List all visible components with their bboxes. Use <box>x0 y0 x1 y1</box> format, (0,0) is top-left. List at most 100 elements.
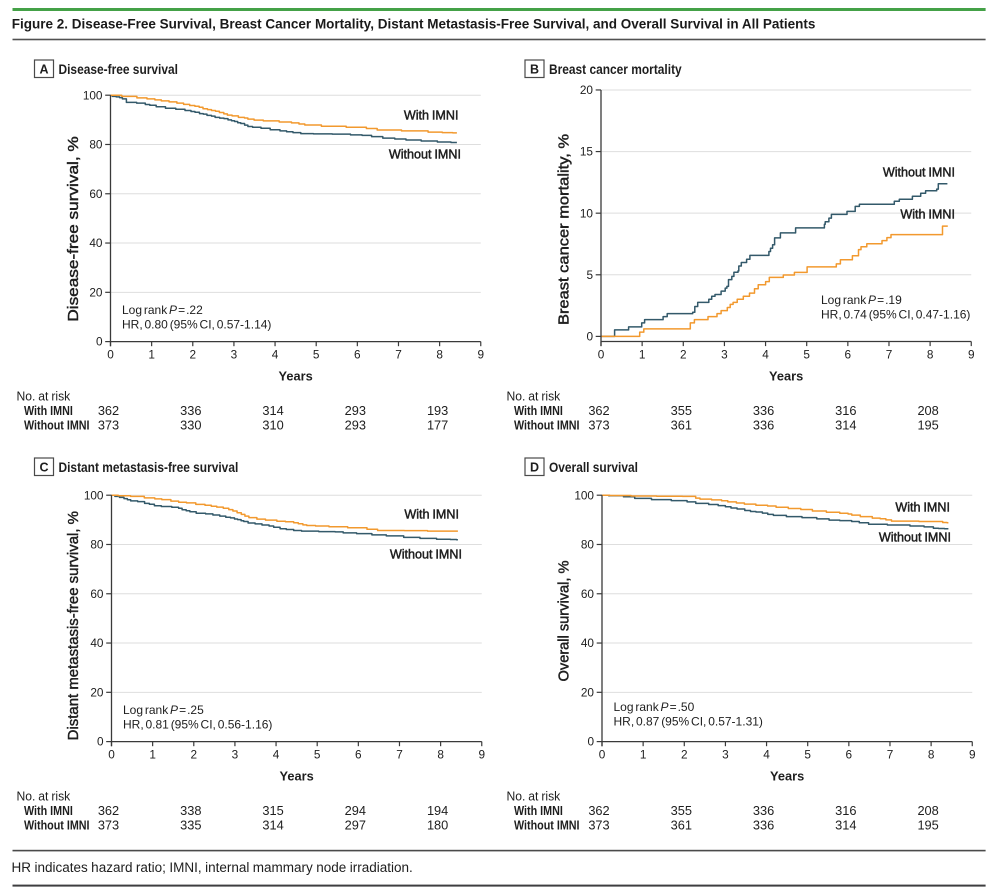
svg-text:100: 100 <box>574 488 594 502</box>
svg-text:80: 80 <box>581 538 595 552</box>
svg-text:314: 314 <box>262 403 283 418</box>
svg-text:With IMNI: With IMNI <box>514 403 563 418</box>
svg-text:0: 0 <box>586 330 593 344</box>
svg-text:80: 80 <box>89 138 103 152</box>
svg-text:0: 0 <box>107 348 114 362</box>
svg-text:336: 336 <box>753 403 774 418</box>
svg-text:10: 10 <box>580 206 594 220</box>
svg-text:No. at risk: No. at risk <box>17 389 71 403</box>
svg-text:5: 5 <box>314 748 321 762</box>
svg-text:Without IMNI: Without IMNI <box>24 817 90 832</box>
svg-text:Years: Years <box>769 369 803 384</box>
svg-text:4: 4 <box>763 748 770 762</box>
svg-text:Overall survival, %: Overall survival, % <box>556 561 572 682</box>
svg-text:40: 40 <box>581 636 595 650</box>
svg-text:3: 3 <box>722 748 729 762</box>
svg-text:4: 4 <box>762 348 769 362</box>
svg-text:177: 177 <box>427 417 448 432</box>
svg-text:Log rank P = .50: Log rank P = .50 <box>614 700 695 714</box>
svg-text:314: 314 <box>835 817 856 832</box>
svg-text:362: 362 <box>588 803 609 818</box>
svg-text:Without IMNI: Without IMNI <box>24 417 90 432</box>
svg-text:373: 373 <box>588 817 609 832</box>
svg-text:Log rank P = .22: Log rank P = .22 <box>122 303 203 317</box>
svg-text:335: 335 <box>180 817 201 832</box>
svg-text:1: 1 <box>640 748 647 762</box>
svg-text:362: 362 <box>98 403 119 418</box>
svg-text:Without IMNI: Without IMNI <box>879 531 951 545</box>
svg-text:314: 314 <box>262 817 283 832</box>
svg-text:60: 60 <box>89 187 103 201</box>
svg-text:316: 316 <box>835 403 856 418</box>
svg-text:297: 297 <box>345 817 366 832</box>
svg-text:361: 361 <box>671 817 692 832</box>
svg-text:With IMNI: With IMNI <box>514 803 563 818</box>
svg-text:9: 9 <box>477 348 484 362</box>
svg-text:7: 7 <box>396 748 403 762</box>
svg-text:373: 373 <box>588 417 609 432</box>
svg-text:HR, 0.87 (95% CI, 0.57-1.31): HR, 0.87 (95% CI, 0.57-1.31) <box>614 714 763 728</box>
svg-text:Log rank P = .19: Log rank P = .19 <box>821 293 902 307</box>
svg-text:A: A <box>39 62 48 76</box>
svg-text:355: 355 <box>671 803 692 818</box>
svg-text:60: 60 <box>90 587 104 601</box>
svg-text:316: 316 <box>835 803 856 818</box>
svg-text:Disease-free survival, %: Disease-free survival, % <box>65 136 82 321</box>
svg-text:0: 0 <box>108 748 115 762</box>
svg-text:Breast cancer mortality: Breast cancer mortality <box>549 61 683 77</box>
svg-text:4: 4 <box>272 348 279 362</box>
svg-text:2: 2 <box>680 348 687 362</box>
svg-text:330: 330 <box>180 417 201 432</box>
svg-text:180: 180 <box>427 817 448 832</box>
svg-text:5: 5 <box>803 348 810 362</box>
svg-text:1: 1 <box>639 348 646 362</box>
svg-text:20: 20 <box>581 685 595 699</box>
svg-text:193: 193 <box>427 403 448 418</box>
svg-text:No. at risk: No. at risk <box>17 789 71 803</box>
svg-text:40: 40 <box>89 236 103 250</box>
svg-text:Without IMNI: Without IMNI <box>390 548 462 562</box>
svg-text:Disease-free survival: Disease-free survival <box>59 61 178 77</box>
svg-text:8: 8 <box>927 348 934 362</box>
svg-text:40: 40 <box>90 636 104 650</box>
svg-text:Years: Years <box>280 769 314 784</box>
svg-text:293: 293 <box>345 403 366 418</box>
svg-text:362: 362 <box>588 403 609 418</box>
svg-text:336: 336 <box>753 417 774 432</box>
svg-text:Without IMNI: Without IMNI <box>514 817 580 832</box>
svg-text:With IMNI: With IMNI <box>404 508 459 522</box>
svg-text:355: 355 <box>671 403 692 418</box>
svg-text:8: 8 <box>436 348 443 362</box>
svg-text:362: 362 <box>98 803 119 818</box>
svg-text:6: 6 <box>846 748 853 762</box>
svg-text:Log rank P = .25: Log rank P = .25 <box>123 703 204 717</box>
svg-text:No. at risk: No. at risk <box>507 789 561 803</box>
svg-text:Breast cancer mortality, %: Breast cancer mortality, % <box>556 134 572 325</box>
svg-text:8: 8 <box>437 748 444 762</box>
svg-text:9: 9 <box>478 748 485 762</box>
svg-text:7: 7 <box>395 348 402 362</box>
svg-text:2: 2 <box>681 748 688 762</box>
svg-text:HR, 0.81 (95% CI, 0.56-1.16): HR, 0.81 (95% CI, 0.56-1.16) <box>123 717 272 731</box>
svg-text:3: 3 <box>231 348 238 362</box>
svg-text:Figure 2. Disease-Free Surviva: Figure 2. Disease-Free Survival, Breast … <box>12 17 816 32</box>
svg-text:4: 4 <box>273 748 280 762</box>
svg-text:338: 338 <box>180 803 201 818</box>
svg-text:0: 0 <box>96 335 103 349</box>
svg-text:Years: Years <box>279 369 313 384</box>
svg-text:373: 373 <box>98 817 119 832</box>
svg-text:15: 15 <box>580 145 594 159</box>
svg-text:336: 336 <box>753 803 774 818</box>
svg-text:336: 336 <box>753 817 774 832</box>
svg-text:Distant metastasis-free surviv: Distant metastasis-free survival <box>59 459 239 475</box>
svg-text:HR, 0.74 (95% CI, 0.47-1.16): HR, 0.74 (95% CI, 0.47-1.16) <box>821 307 970 321</box>
svg-text:80: 80 <box>90 538 104 552</box>
svg-text:With IMNI: With IMNI <box>24 803 73 818</box>
svg-text:361: 361 <box>671 417 692 432</box>
svg-text:1: 1 <box>148 348 155 362</box>
svg-text:HR indicates hazard ratio; IMN: HR indicates hazard ratio; IMNI, interna… <box>12 860 413 875</box>
svg-text:Without IMNI: Without IMNI <box>883 166 955 180</box>
svg-text:With IMNI: With IMNI <box>900 208 955 222</box>
svg-text:20: 20 <box>580 83 594 97</box>
svg-text:B: B <box>530 62 539 76</box>
